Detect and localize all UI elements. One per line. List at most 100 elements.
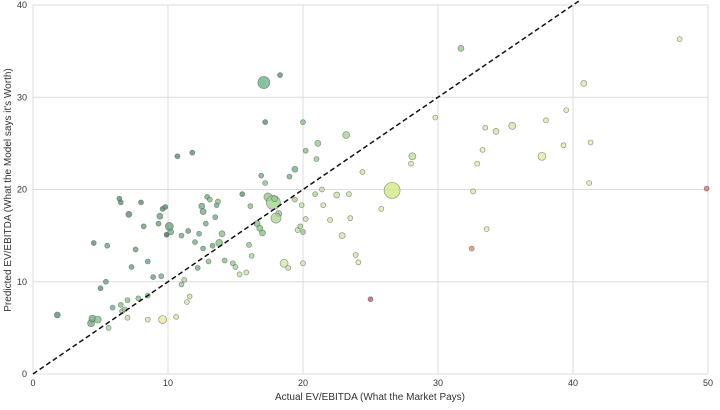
data-point bbox=[194, 265, 201, 271]
data-point bbox=[262, 180, 269, 186]
data-point bbox=[239, 191, 246, 197]
y-tick-label: 30 bbox=[17, 92, 27, 102]
data-point bbox=[144, 258, 151, 265]
data-point bbox=[218, 230, 226, 238]
data-point bbox=[198, 202, 206, 210]
data-point bbox=[105, 325, 112, 331]
data-point bbox=[259, 229, 266, 237]
data-point bbox=[167, 228, 175, 236]
data-point bbox=[138, 199, 144, 206]
data-point bbox=[300, 260, 306, 267]
y-tick-label: 20 bbox=[17, 185, 27, 195]
data-point bbox=[468, 245, 475, 252]
data-point bbox=[124, 314, 131, 321]
data-point bbox=[128, 264, 135, 270]
data-point bbox=[492, 128, 500, 135]
data-point bbox=[117, 301, 124, 308]
data-point bbox=[97, 285, 104, 292]
data-point bbox=[257, 76, 271, 89]
y-tick-label: 10 bbox=[17, 277, 27, 287]
data-point bbox=[312, 191, 318, 197]
data-point bbox=[347, 215, 354, 221]
x-tick-label: 10 bbox=[163, 378, 173, 388]
data-point bbox=[185, 228, 192, 234]
data-point bbox=[383, 182, 401, 199]
data-point bbox=[202, 220, 209, 227]
data-point bbox=[200, 245, 206, 252]
data-point bbox=[346, 191, 352, 197]
data-point bbox=[156, 212, 164, 220]
data-point bbox=[125, 211, 133, 218]
data-point bbox=[124, 297, 131, 304]
x-tick-label: 50 bbox=[703, 378, 713, 388]
data-point bbox=[243, 269, 250, 276]
y-axis-ticks: 0 10 20 30 40 bbox=[17, 0, 27, 379]
data-point bbox=[313, 156, 320, 162]
data-point bbox=[178, 232, 185, 239]
data-point bbox=[378, 206, 385, 212]
data-point bbox=[150, 274, 156, 280]
x-axis-label: Actual EV/EBITDA (What the Market Pays) bbox=[275, 392, 465, 403]
data-point bbox=[173, 313, 179, 320]
data-point bbox=[93, 315, 102, 324]
data-point bbox=[302, 216, 309, 222]
data-point bbox=[537, 151, 547, 161]
data-point bbox=[232, 264, 239, 270]
data-point bbox=[209, 242, 216, 249]
data-point bbox=[285, 265, 291, 271]
data-point bbox=[333, 191, 341, 199]
data-point bbox=[543, 117, 549, 124]
data-point bbox=[292, 196, 298, 203]
data-point bbox=[580, 80, 588, 87]
data-point bbox=[236, 271, 243, 278]
data-point bbox=[186, 293, 193, 300]
x-axis-ticks: 0 10 20 30 40 50 bbox=[30, 378, 713, 388]
data-point bbox=[90, 240, 97, 246]
data-point bbox=[199, 208, 207, 215]
data-point bbox=[135, 295, 142, 302]
x-tick-label: 20 bbox=[298, 378, 308, 388]
data-point bbox=[319, 186, 325, 193]
data-point bbox=[298, 202, 305, 209]
data-point bbox=[248, 253, 255, 259]
data-point bbox=[247, 203, 254, 209]
data-point bbox=[192, 239, 198, 245]
data-point bbox=[479, 146, 486, 153]
data-point bbox=[189, 149, 196, 156]
x-tick-label: 40 bbox=[568, 378, 578, 388]
data-point bbox=[286, 173, 293, 180]
data-point bbox=[279, 258, 289, 268]
data-point bbox=[474, 160, 480, 167]
data-point bbox=[338, 232, 346, 239]
data-point bbox=[408, 160, 414, 167]
data-point bbox=[300, 229, 306, 235]
data-point bbox=[703, 185, 710, 192]
data-point bbox=[457, 45, 465, 52]
data-point bbox=[53, 311, 61, 319]
data-points bbox=[53, 36, 710, 331]
data-point bbox=[155, 220, 162, 227]
y-tick-label: 0 bbox=[22, 369, 27, 379]
data-point bbox=[408, 152, 417, 161]
data-point bbox=[158, 315, 167, 324]
data-point bbox=[314, 140, 322, 147]
data-point bbox=[207, 196, 213, 203]
data-point bbox=[178, 281, 185, 288]
data-point bbox=[221, 257, 228, 264]
data-point bbox=[359, 169, 366, 175]
x-tick-label: 0 bbox=[30, 378, 35, 388]
data-point bbox=[676, 36, 683, 42]
data-point bbox=[560, 142, 567, 149]
data-point bbox=[342, 131, 351, 139]
y-tick-label: 40 bbox=[17, 0, 27, 10]
data-point bbox=[246, 242, 252, 248]
data-point bbox=[215, 198, 221, 205]
data-point bbox=[181, 277, 188, 283]
data-point bbox=[205, 258, 212, 265]
y-axis-label: Predicted EV/EBITDA (What the Model says… bbox=[3, 68, 14, 311]
data-point bbox=[162, 204, 169, 210]
data-point bbox=[320, 202, 327, 209]
data-point bbox=[140, 223, 147, 230]
data-point bbox=[483, 226, 490, 233]
gridlines bbox=[32, 4, 709, 375]
